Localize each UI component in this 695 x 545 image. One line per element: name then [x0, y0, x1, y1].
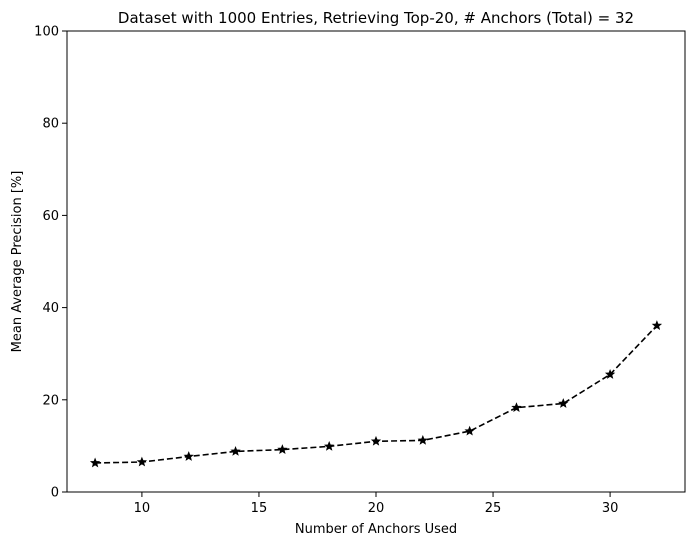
x-tick-label: 15 [251, 501, 268, 516]
y-tick-label: 80 [42, 117, 59, 132]
data-point-marker [89, 457, 101, 468]
data-point-marker [511, 402, 522, 413]
y-tick-label: 100 [34, 25, 59, 40]
y-axis-label: Mean Average Precision [%] [10, 171, 25, 353]
x-tick-label: 30 [602, 501, 619, 516]
x-tick-label: 10 [134, 501, 151, 516]
x-tick-label: 25 [485, 501, 502, 516]
series-layer [89, 320, 663, 468]
data-point-marker [136, 456, 148, 467]
data-point-marker [370, 435, 382, 446]
data-point-marker [277, 444, 288, 454]
x-axis: 10 15 20 25 30 [134, 492, 619, 516]
data-point-marker [417, 434, 428, 445]
y-axis: 0 20 40 60 80 100 [34, 25, 67, 501]
y-tick-label: 40 [42, 301, 59, 316]
plot-frame [66, 30, 686, 493]
data-point-marker [604, 369, 616, 379]
data-point-marker [183, 451, 194, 461]
data-point-marker [558, 398, 569, 408]
data-point-marker [230, 446, 241, 456]
y-tick-label: 0 [51, 486, 59, 501]
x-tick-label: 20 [368, 501, 385, 516]
x-axis-label: Number of Anchors Used [295, 522, 457, 537]
data-point-marker [324, 440, 335, 451]
y-tick-label: 60 [42, 209, 59, 224]
data-point-marker [464, 425, 475, 436]
data-point-marker [651, 320, 663, 330]
y-tick-label: 20 [42, 393, 59, 408]
chart-title: Dataset with 1000 Entries, Retrieving To… [118, 9, 634, 27]
